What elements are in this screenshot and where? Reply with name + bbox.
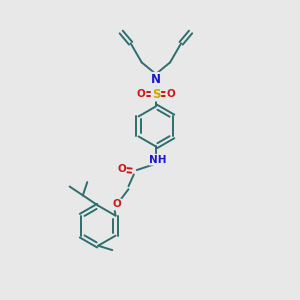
Text: S: S (152, 88, 160, 100)
Text: O: O (166, 89, 175, 99)
Text: O: O (117, 164, 126, 173)
Text: NH: NH (149, 155, 167, 165)
Text: N: N (151, 73, 161, 86)
Text: O: O (113, 200, 122, 209)
Text: O: O (137, 89, 146, 99)
